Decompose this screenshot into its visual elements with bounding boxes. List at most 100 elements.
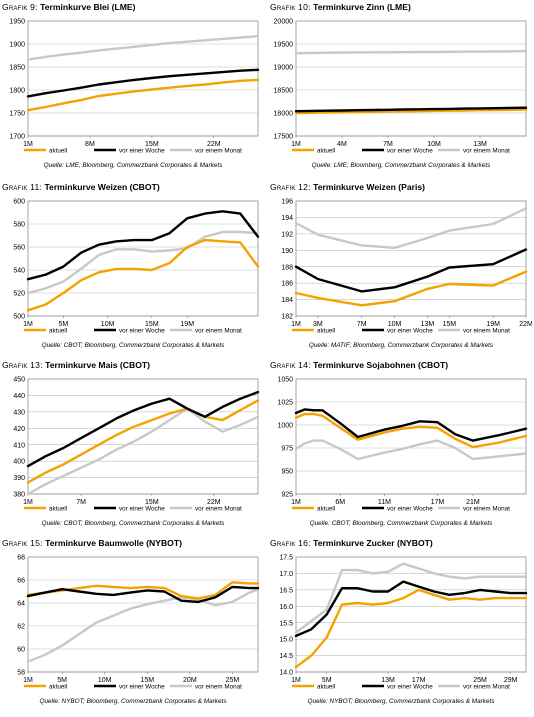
series-line-aktuell <box>294 412 528 449</box>
y-tick-label: 194 <box>281 215 293 222</box>
legend-label-monat: vor einem Monat <box>463 147 510 154</box>
chart-source: Quelle: LME; Bloomberg, Commerzbank Corp… <box>43 162 223 169</box>
y-tick-label: 925 <box>281 492 293 499</box>
y-tick-label: 19500 <box>274 42 294 49</box>
x-tick-label: 7M <box>76 499 86 506</box>
y-tick-label: 60 <box>17 647 25 654</box>
x-tick-label: 20M <box>183 677 197 684</box>
y-tick-label: 580 <box>13 222 25 229</box>
y-tick-label: 430 <box>13 409 25 416</box>
chart-title-text: Terminkurve Zucker (NYBOT) <box>310 538 433 548</box>
x-tick-label: 10M <box>427 141 441 148</box>
chart-title-text: Terminkurve Zinn (LME) <box>310 2 411 12</box>
y-tick-label: 420 <box>13 426 25 433</box>
chart-source: Quelle: LME; Bloomberg, Commerzbank Corp… <box>311 162 491 169</box>
y-tick-label: 196 <box>281 199 293 206</box>
x-tick-label: 29M <box>504 677 518 684</box>
y-tick-label: 68 <box>17 555 25 562</box>
chart-number: Grafik 16: <box>270 538 311 548</box>
x-tick-label: 7M <box>357 321 367 328</box>
series-line-woche <box>26 68 260 98</box>
legend-label-aktuell: aktuell <box>49 505 67 512</box>
y-tick-label: 950 <box>281 469 293 476</box>
y-tick-label: 17500 <box>274 134 294 141</box>
x-tick-label: 22M <box>207 499 221 506</box>
y-tick-label: 16.5 <box>279 587 293 594</box>
chart-title-text: Terminkurve Baumwolle (NYBOT) <box>42 538 182 548</box>
legend-label-monat: vor einem Monat <box>463 505 510 512</box>
legend-label-monat: vor einem Monat <box>463 683 510 690</box>
chart-svg: 17.5 17.0 16.5 16.0 15.5 15.0 14.5 14.01M 5M 13M 1… <box>279 555 528 690</box>
x-tick-label: 15M <box>145 499 159 506</box>
chart-number: Grafik 10: <box>270 2 311 12</box>
legend-label-woche: vor einer Woche <box>387 327 433 334</box>
series-line-aktuell <box>294 108 528 115</box>
chart-source: Quelle: CBOT; Bloomberg, Commerzbank Cor… <box>41 520 225 527</box>
legend-label-woche: vor einer Woche <box>387 683 433 690</box>
plot-frame <box>295 20 527 137</box>
y-tick-label: 1850 <box>9 65 25 72</box>
x-tick-label: 25M <box>226 677 240 684</box>
y-tick-label: 1025 <box>277 400 293 407</box>
y-tick-label: 400 <box>13 459 25 466</box>
chart-number: Grafik 12: <box>270 182 311 192</box>
y-tick-label: 560 <box>13 245 25 252</box>
legend-label-woche: vor einer Woche <box>119 147 165 154</box>
plot-frame <box>27 20 259 137</box>
x-tick-label: 10M <box>98 677 112 684</box>
y-tick-label: 1000 <box>277 423 293 430</box>
y-tick-label: 18500 <box>274 88 294 95</box>
series-line-woche <box>294 408 528 442</box>
y-tick-label: 190 <box>281 248 293 255</box>
y-tick-label: 184 <box>281 297 293 304</box>
legend-label-aktuell: aktuell <box>317 683 335 690</box>
y-tick-label: 16.0 <box>279 604 293 611</box>
series-line-aktuell <box>26 238 260 312</box>
chart-source: Quelle: CBOT; Bloomberg, Commerzbank Cor… <box>309 520 493 527</box>
x-tick-label: 15M <box>145 321 159 328</box>
series-line-monat <box>294 439 528 461</box>
y-tick-label: 17.5 <box>279 555 293 562</box>
y-tick-label: 540 <box>13 268 25 275</box>
x-tick-label: 1M <box>291 321 301 328</box>
chart-number: Grafik 13: <box>2 360 43 370</box>
y-tick-label: 14.0 <box>279 670 293 677</box>
series-line-monat <box>26 407 260 496</box>
chart-source: Quelle: NYBOT; Bloomberg, Commerzbank Co… <box>307 698 495 705</box>
legend-label-aktuell: aktuell <box>317 147 335 154</box>
x-tick-label: 19M <box>486 321 500 328</box>
y-tick-label: 17.0 <box>279 571 293 578</box>
chart-source: Quelle: NYBOT; Bloomberg, Commerzbank Co… <box>39 698 227 705</box>
chart-number: Grafik 9: <box>2 2 38 12</box>
series-line-aktuell <box>294 588 528 669</box>
y-tick-label: 500 <box>13 314 25 321</box>
series-line-monat <box>294 207 528 249</box>
x-tick-label: 22M <box>207 141 221 148</box>
x-tick-label: 1M <box>23 321 33 328</box>
chart-number: Grafik 11: <box>2 182 43 192</box>
y-tick-label: 182 <box>281 314 293 321</box>
series-line-woche <box>294 580 528 638</box>
series-line-woche <box>26 585 260 604</box>
x-tick-label: 1M <box>291 141 301 148</box>
chart-title-text: Terminkurve Sojabohnen (CBOT) <box>310 360 449 370</box>
series-line-aktuell <box>26 78 260 112</box>
x-tick-label: 4M <box>337 141 347 148</box>
panel-baumwolle: Grafik 15: Terminkurve Baumwolle (NYBOT)… <box>2 538 264 716</box>
x-tick-label: 6M <box>335 499 345 506</box>
x-tick-label: 15M <box>145 141 159 148</box>
chart-title: Grafik 11: Terminkurve Weizen (CBOT) <box>2 182 160 192</box>
y-tick-label: 1950 <box>9 19 25 26</box>
y-tick-label: 19000 <box>274 65 294 72</box>
chart-title: Grafik 12: Terminkurve Weizen (Paris) <box>270 182 425 192</box>
legend-label-woche: vor einer Woche <box>387 505 433 512</box>
y-tick-label: 15.0 <box>279 637 293 644</box>
x-tick-label: 15M <box>443 321 457 328</box>
x-tick-label: 7M <box>383 141 393 148</box>
legend-label-monat: vor einem Monat <box>195 683 242 690</box>
y-tick-label: 520 <box>13 291 25 298</box>
